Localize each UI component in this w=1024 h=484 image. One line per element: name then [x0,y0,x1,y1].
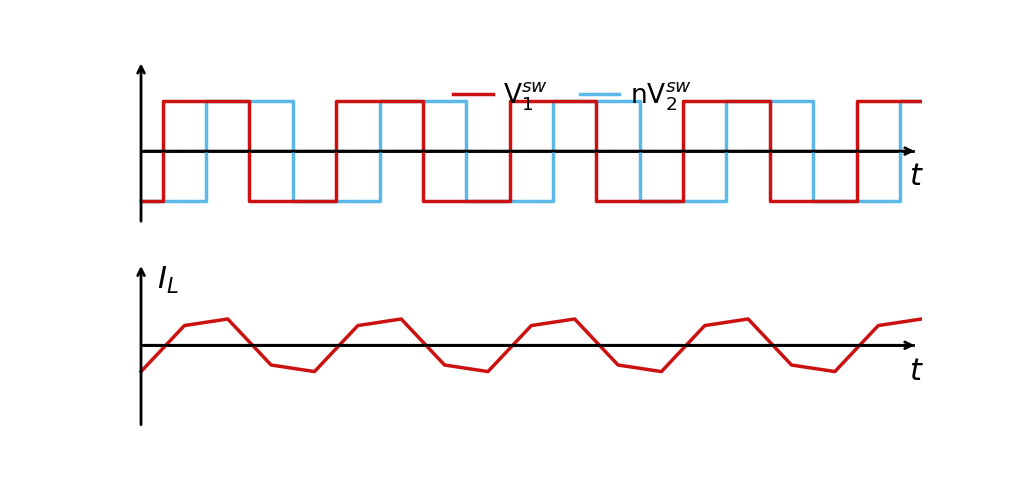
Text: I$_L$: I$_L$ [157,265,178,296]
Text: t: t [908,162,921,191]
Legend: V$_1^{sw}$, nV$_2^{sw}$: V$_1^{sw}$, nV$_2^{sw}$ [442,70,702,123]
Text: t: t [908,357,921,386]
